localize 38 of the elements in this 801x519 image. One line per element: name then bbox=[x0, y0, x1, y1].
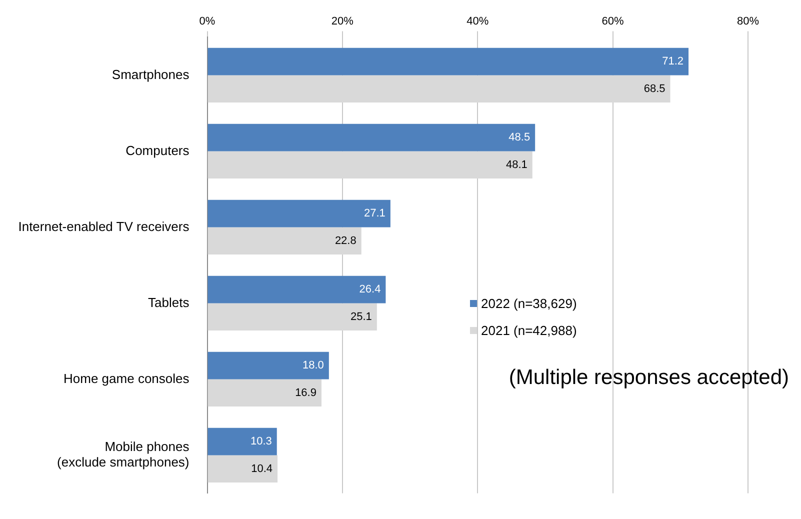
data-label: 71.2 bbox=[662, 56, 684, 68]
x-tick-label: 80% bbox=[736, 16, 760, 28]
y-tick-label: Computers bbox=[126, 142, 190, 158]
data-label: 10.4 bbox=[251, 462, 273, 475]
bar bbox=[208, 151, 532, 179]
bar bbox=[208, 124, 536, 152]
data-label: 22.8 bbox=[334, 234, 356, 247]
x-tick-label: 20% bbox=[331, 16, 354, 28]
bar bbox=[208, 227, 362, 255]
bar bbox=[208, 200, 390, 228]
y-tick-label: Mobile phones (exclude smartphones) bbox=[57, 438, 190, 470]
bar bbox=[208, 276, 386, 304]
legend-label: 2022 (n=38,629) bbox=[481, 296, 577, 311]
data-label: 10.3 bbox=[250, 436, 272, 448]
x-tick-label: 0% bbox=[199, 16, 216, 28]
bar bbox=[208, 379, 322, 407]
data-label: 27.1 bbox=[364, 208, 386, 220]
bar bbox=[208, 303, 377, 331]
y-tick-label: Tablets bbox=[148, 294, 190, 310]
data-label: 68.5 bbox=[644, 82, 666, 95]
bar bbox=[208, 428, 277, 456]
data-label: 25.1 bbox=[350, 310, 372, 323]
data-label: 48.1 bbox=[506, 158, 528, 171]
y-tick-label: Home game consoles bbox=[64, 370, 190, 386]
x-tick-label: 40% bbox=[466, 16, 489, 28]
annotation: (Multiple responses accepted) bbox=[508, 366, 789, 390]
data-label: 18.0 bbox=[302, 360, 324, 372]
bar bbox=[208, 352, 329, 380]
bar bbox=[208, 48, 689, 76]
data-label: 16.9 bbox=[295, 386, 316, 399]
bar bbox=[208, 75, 670, 103]
y-tick-label: Internet-enabled TV receivers bbox=[18, 218, 190, 234]
data-label: 48.5 bbox=[508, 132, 530, 144]
data-label: 26.4 bbox=[359, 284, 381, 296]
bar bbox=[208, 455, 278, 483]
x-tick-label: 60% bbox=[602, 16, 624, 28]
legend-label: 2021 (n=42,988) bbox=[481, 323, 577, 338]
y-tick-label: Smartphones bbox=[112, 66, 190, 82]
